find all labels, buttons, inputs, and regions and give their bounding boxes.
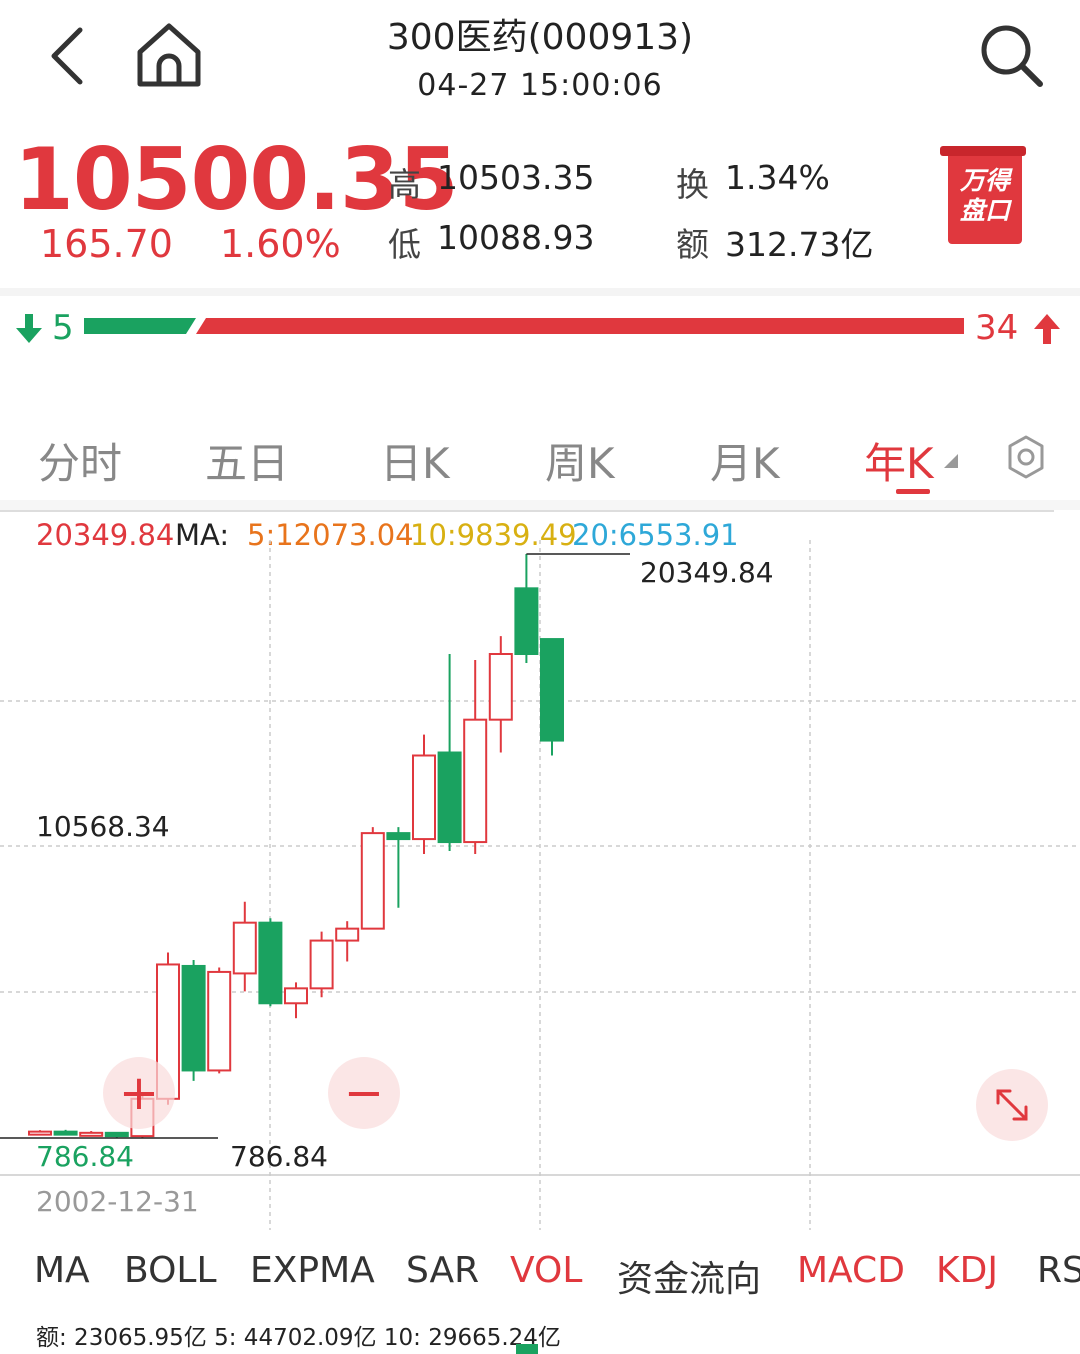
price-change: 165.70 (40, 222, 173, 266)
candle-body (258, 921, 283, 1005)
turnover-value: 1.34% (725, 158, 830, 197)
badge-cap (940, 146, 1026, 156)
ma10-value: 10:9839.49 (410, 518, 577, 552)
advancers-count: 34 (975, 308, 1019, 348)
candle-body (540, 638, 564, 742)
volume-bar (516, 1344, 538, 1354)
indicator-expma[interactable]: EXPMA (250, 1250, 375, 1291)
arrow-down-icon (16, 314, 42, 343)
arrow-up-icon (1034, 314, 1060, 344)
indicator-boll[interactable]: BOLL (124, 1250, 217, 1291)
candle-body (309, 939, 334, 990)
indicator-capital-flow[interactable]: 资金流向 (617, 1259, 762, 1300)
chevron-left-icon[interactable] (44, 24, 94, 88)
search-icon[interactable] (976, 22, 1048, 88)
candle-body (360, 832, 385, 930)
tab-monthly-k[interactable]: 月K (710, 439, 780, 488)
volume-summary: 额: 23065.95亿 5: 44702.09亿 10: 29665.24亿 (36, 1325, 561, 1351)
turnover-label: 换 (676, 165, 709, 204)
ma5-value: 5:12073.04 (247, 518, 414, 552)
gear-icon[interactable] (1003, 434, 1049, 480)
tab-daily-k[interactable]: 日K (380, 439, 450, 488)
amount-value: 312.73亿 (725, 225, 874, 264)
zoom-out-label: − (343, 1065, 385, 1121)
indicator-macd[interactable]: MACD (797, 1250, 905, 1291)
candle-body (514, 587, 539, 656)
candle-body (28, 1130, 52, 1136)
indicator-rsi[interactable]: RSI (1037, 1250, 1080, 1291)
low-value: 10088.93 (437, 218, 595, 257)
zoom-in-button[interactable] (103, 1057, 175, 1129)
price-change-percent: 1.60% (220, 222, 341, 266)
candle-body (437, 751, 462, 844)
y-axis-min-label: 786.84 (36, 1140, 134, 1173)
high-value: 10503.35 (437, 158, 595, 197)
wind-orderbook-label: 万得 盘口 (959, 166, 1010, 225)
header-bar: 300医药(000913) 04-27 15:00:06 (0, 0, 1080, 125)
marker-lines (0, 553, 630, 1139)
ma-price: 20349.84 (36, 518, 175, 552)
quote-time: 04-27 15:00:06 (417, 68, 663, 103)
active-tab-indicator (896, 489, 930, 494)
last-price: 10500.35 (14, 130, 459, 230)
decliners-count: 5 (52, 308, 74, 348)
candle-body (53, 1130, 78, 1136)
expand-icon (996, 1089, 1028, 1121)
min-price-marker: 786.84 (230, 1140, 328, 1173)
low-label: 低 (388, 225, 421, 264)
wind-orderbook-button[interactable] (948, 146, 1022, 244)
indicator-kdj[interactable]: KDJ (936, 1250, 998, 1291)
candle-body (386, 832, 411, 841)
candle-body (104, 1131, 129, 1138)
divider (0, 288, 1080, 296)
y-axis-mid-label: 10568.34 (36, 810, 170, 843)
candle-body (412, 754, 436, 841)
ma-label: MA: (175, 518, 230, 552)
indicator-ma[interactable]: MA (34, 1250, 90, 1291)
divider (0, 500, 1080, 510)
candle-body (488, 653, 513, 721)
x-axis-start-date: 2002-12-31 (36, 1185, 199, 1218)
tab-weekly-k[interactable]: 周K (545, 439, 615, 488)
home-icon[interactable] (132, 20, 206, 90)
breadth-bar (84, 318, 964, 334)
candle-body (284, 987, 308, 1005)
dropdown-triangle-icon[interactable] (942, 452, 960, 470)
candle-body (463, 718, 488, 844)
tab-intraday[interactable]: 分时 (38, 439, 123, 488)
zoom-out-button[interactable] (328, 1057, 400, 1129)
page-title: 300医药(000913) (386, 17, 694, 58)
amount-label: 额 (676, 225, 709, 264)
tab-yearly-k[interactable]: 年K (864, 439, 934, 488)
max-price-marker: 20349.84 (640, 556, 774, 589)
candle-body (79, 1131, 104, 1137)
candlestick-chart[interactable] (0, 510, 1080, 1230)
candle-body (207, 970, 232, 1072)
high-label: 高 (388, 165, 421, 204)
candle-body (335, 927, 360, 942)
candle-body (181, 964, 206, 1072)
ma20-value: 20:6553.91 (572, 518, 739, 552)
tab-five-day[interactable]: 五日 (205, 439, 290, 488)
indicator-sar[interactable]: SAR (406, 1250, 480, 1291)
candle-body (232, 921, 257, 975)
indicator-vol[interactable]: VOL (510, 1250, 583, 1291)
zoom-in-label: + (118, 1065, 160, 1121)
